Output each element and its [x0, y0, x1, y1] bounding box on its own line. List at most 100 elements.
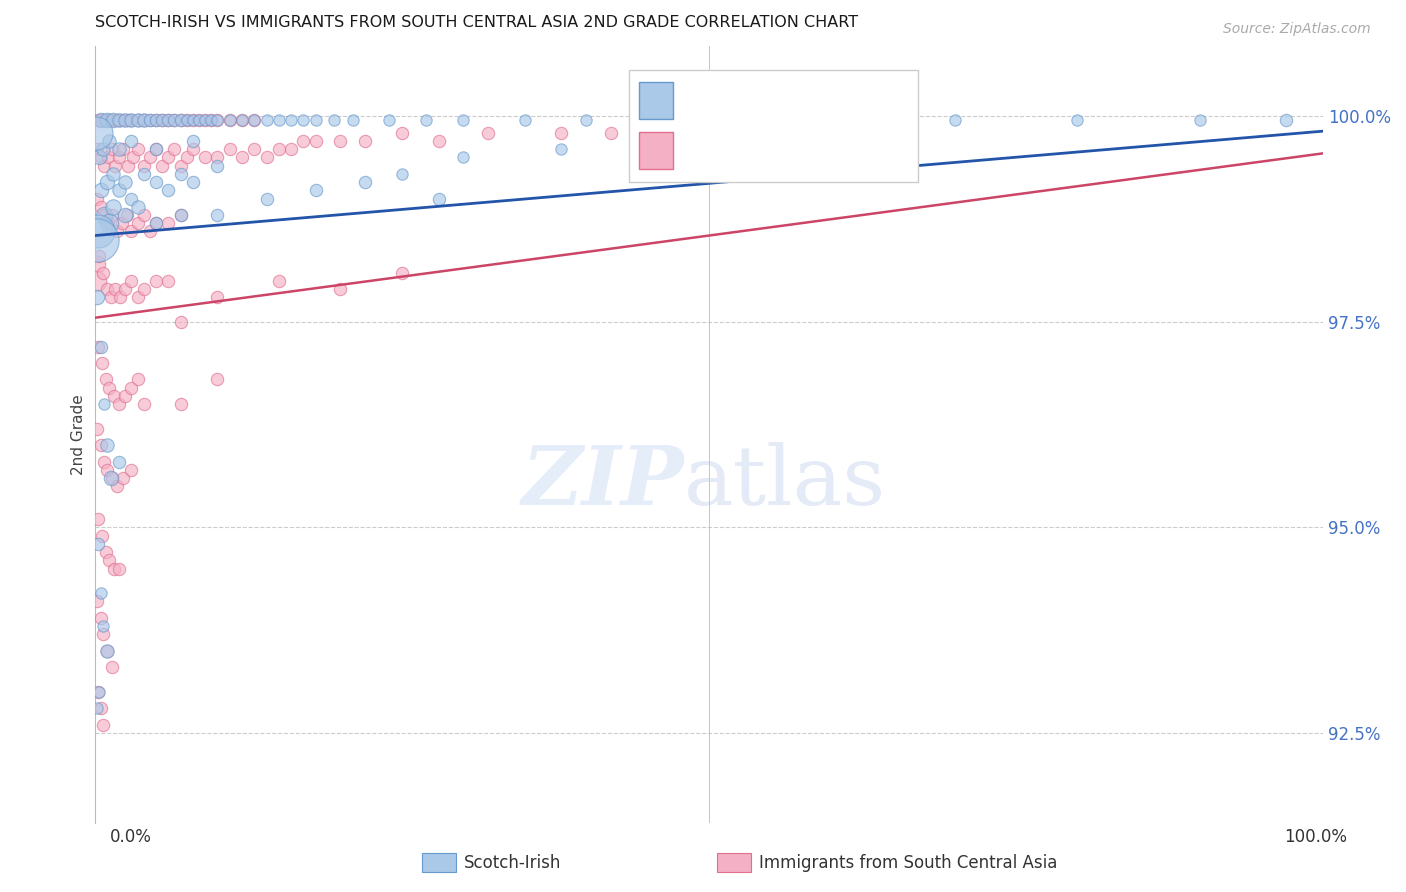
FancyBboxPatch shape — [638, 132, 673, 169]
Point — [127, 290, 149, 304]
Point — [305, 183, 328, 197]
Point — [101, 113, 124, 128]
Point — [121, 151, 143, 165]
Point — [87, 537, 110, 551]
Point — [150, 113, 173, 128]
Point — [90, 611, 112, 625]
Point — [169, 113, 191, 128]
Point — [292, 134, 315, 148]
Point — [194, 113, 217, 128]
Point — [267, 274, 290, 288]
Text: Immigrants from South Central Asia: Immigrants from South Central Asia — [759, 854, 1057, 871]
Point — [104, 282, 127, 296]
Point — [103, 561, 125, 575]
Point — [94, 372, 117, 386]
Point — [86, 422, 108, 436]
Point — [575, 113, 598, 128]
Point — [145, 142, 167, 156]
Point — [117, 113, 139, 128]
Point — [169, 397, 191, 411]
Point — [86, 290, 108, 304]
Point — [120, 381, 142, 395]
Text: 0.422: 0.422 — [744, 134, 800, 152]
Point — [759, 113, 782, 128]
Point — [305, 134, 328, 148]
Point — [188, 113, 211, 128]
Point — [391, 266, 413, 280]
Point — [90, 200, 112, 214]
Point — [120, 463, 142, 477]
Point — [207, 113, 229, 128]
Point — [120, 113, 142, 128]
Point — [90, 701, 112, 715]
Text: ZIP: ZIP — [522, 442, 685, 522]
Point — [176, 113, 198, 128]
Point — [145, 113, 167, 128]
Point — [84, 126, 107, 140]
Text: 100.0%: 100.0% — [1284, 828, 1347, 846]
Point — [157, 113, 180, 128]
Point — [127, 372, 149, 386]
Point — [86, 142, 108, 156]
Point — [150, 113, 173, 128]
Point — [415, 113, 437, 128]
Point — [1189, 113, 1212, 128]
Point — [256, 151, 278, 165]
Point — [108, 561, 131, 575]
Point — [163, 142, 186, 156]
Point — [91, 619, 114, 633]
Point — [89, 249, 111, 263]
Point — [231, 113, 253, 128]
Point — [127, 113, 149, 128]
Point — [267, 113, 290, 128]
Point — [661, 113, 683, 128]
Point — [89, 685, 111, 699]
Text: 98: 98 — [862, 83, 887, 102]
Point — [176, 151, 198, 165]
Text: R =: R = — [686, 134, 721, 152]
Point — [132, 208, 155, 222]
Text: 140: 140 — [862, 134, 900, 152]
Point — [1066, 113, 1088, 128]
Point — [108, 183, 131, 197]
Point — [96, 644, 118, 658]
Point — [163, 113, 186, 128]
Point — [93, 397, 115, 411]
Point — [139, 113, 162, 128]
Point — [87, 340, 110, 354]
Point — [145, 216, 167, 230]
Point — [96, 644, 118, 658]
Point — [89, 151, 111, 165]
Point — [100, 208, 122, 222]
Point — [93, 455, 115, 469]
Point — [101, 167, 124, 181]
Point — [391, 167, 413, 181]
Point — [87, 512, 110, 526]
Point — [218, 113, 240, 128]
Point — [114, 175, 136, 189]
Text: 0.0%: 0.0% — [110, 828, 152, 846]
Point — [218, 142, 240, 156]
Point — [194, 113, 217, 128]
Point — [477, 126, 499, 140]
Point — [96, 282, 118, 296]
Point — [169, 159, 191, 173]
Point — [90, 586, 112, 600]
Point — [101, 200, 124, 214]
Point — [127, 216, 149, 230]
Point — [354, 134, 377, 148]
Point — [207, 208, 229, 222]
Text: SCOTCH-IRISH VS IMMIGRANTS FROM SOUTH CENTRAL ASIA 2ND GRADE CORRELATION CHART: SCOTCH-IRISH VS IMMIGRANTS FROM SOUTH CE… — [94, 15, 858, 30]
Point — [207, 290, 229, 304]
Point — [100, 142, 122, 156]
Point — [305, 113, 328, 128]
Point — [87, 224, 110, 238]
Point — [91, 142, 114, 156]
Point — [697, 126, 720, 140]
Point — [100, 290, 122, 304]
Point — [91, 627, 114, 641]
Point — [342, 113, 364, 128]
Point — [181, 113, 204, 128]
Point — [231, 113, 253, 128]
Point — [132, 159, 155, 173]
